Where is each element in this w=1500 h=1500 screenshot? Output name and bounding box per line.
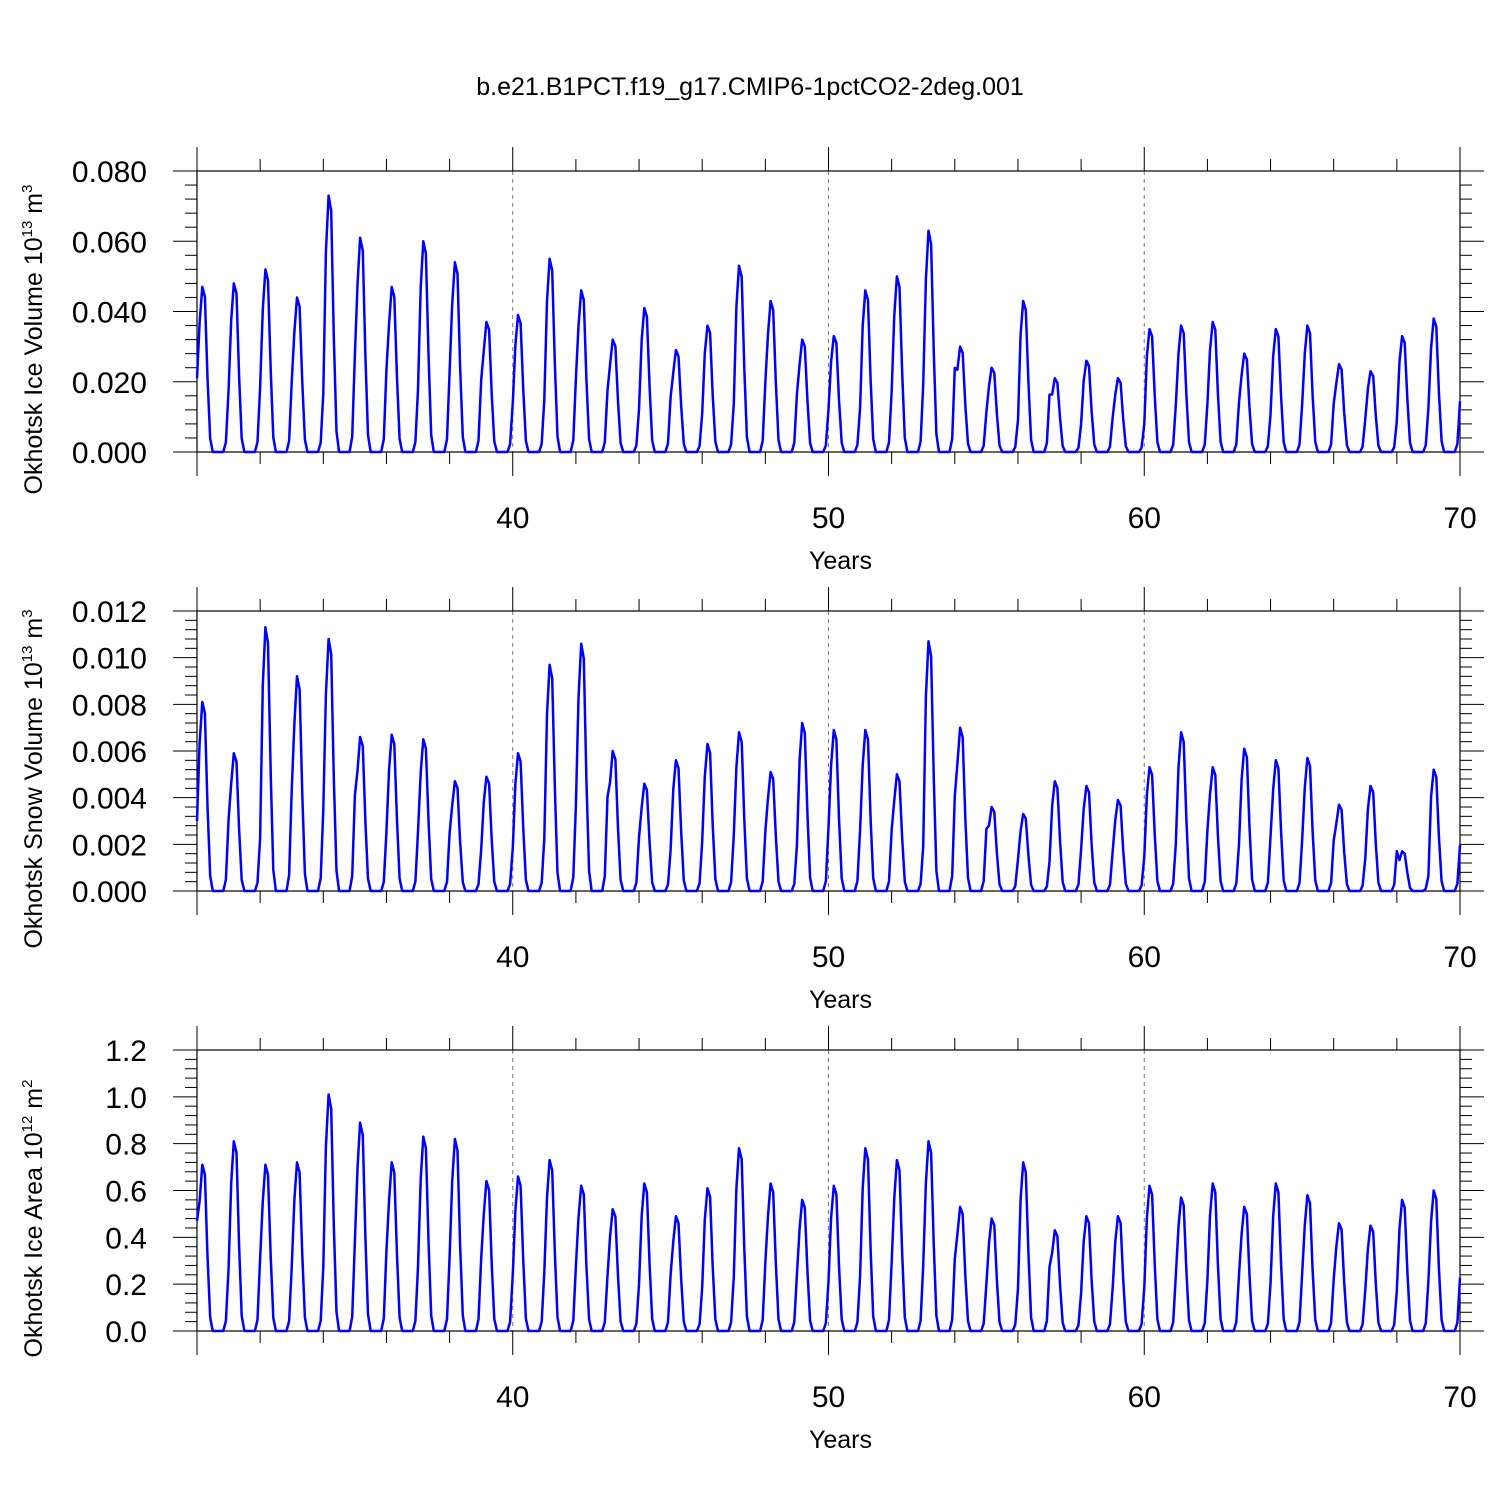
x-tick-label: 70 (1443, 502, 1476, 535)
y-axis-label: Okhotsk Snow Volume 1013 m3 (19, 609, 48, 948)
y-axis-label: Okhotsk Ice Volume 1013 m3 (19, 185, 48, 495)
y-tick-label: 0.000 (72, 437, 147, 470)
x-tick-label: 50 (812, 1381, 845, 1414)
x-axis-label: Years (809, 547, 872, 575)
y-tick-label: 1.0 (105, 1082, 147, 1115)
x-tick-label: 60 (1128, 941, 1161, 974)
y-tick-label: 0.060 (72, 226, 147, 259)
y-tick-label: 0.2 (105, 1269, 147, 1302)
y-tick-label: 0.8 (105, 1129, 147, 1162)
panel-ice-area: 0.0 0.2 0.4 0.6 0.8 1.0 1.2 40 50 60 70 Years Okhots… (19, 1026, 1484, 1454)
x-tick-label: 70 (1443, 941, 1476, 974)
y-tick-label: 0.004 (72, 783, 147, 816)
y-axis-label: Okhotsk Ice Area 1012 m2 (19, 1080, 48, 1358)
series-line-snow-volume (195, 626, 1462, 893)
y-tick-label: 0.012 (72, 596, 147, 629)
y-tick-label: 0.002 (72, 829, 147, 862)
x-tick-label: 40 (496, 941, 529, 974)
y-tick-label: 0.008 (72, 689, 147, 722)
series-line-ice-volume (195, 194, 1462, 454)
x-tick-label: 60 (1128, 1381, 1161, 1414)
x-tick-label: 50 (812, 941, 845, 974)
x-tick-label: 60 (1128, 502, 1161, 535)
x-axis-label: Years (809, 1426, 872, 1454)
x-tick-label: 70 (1443, 1381, 1476, 1414)
panel-snow-volume: 0.000 0.002 0.004 0.006 0.008 0.010 0.012 40 50 6… (19, 587, 1484, 1014)
x-axis-label: Years (809, 986, 872, 1014)
y-tick-label: 0.040 (72, 297, 147, 330)
figure-title: b.e21.B1PCT.f19_g17.CMIP6-1pctCO2-2deg.0… (476, 73, 1024, 101)
x-tick-label: 40 (496, 1381, 529, 1414)
panel-ice-volume: 0.000 0.020 0.040 0.060 0.080 40 50 60 70 Years Ok… (19, 147, 1484, 575)
x-tick-label: 40 (496, 502, 529, 535)
y-tick-label: 0.0 (105, 1316, 147, 1349)
y-tick-label: 0.020 (72, 367, 147, 400)
y-tick-label: 0.080 (72, 156, 147, 189)
x-tick-label: 50 (812, 502, 845, 535)
y-tick-label: 0.6 (105, 1176, 147, 1209)
series-line-ice-area (195, 1093, 1462, 1333)
y-tick-label: 0.010 (72, 643, 147, 676)
y-tick-label: 0.006 (72, 736, 147, 769)
y-tick-label: 1.2 (105, 1035, 147, 1068)
y-tick-label: 0.000 (72, 876, 147, 909)
y-tick-label: 0.4 (105, 1222, 147, 1255)
